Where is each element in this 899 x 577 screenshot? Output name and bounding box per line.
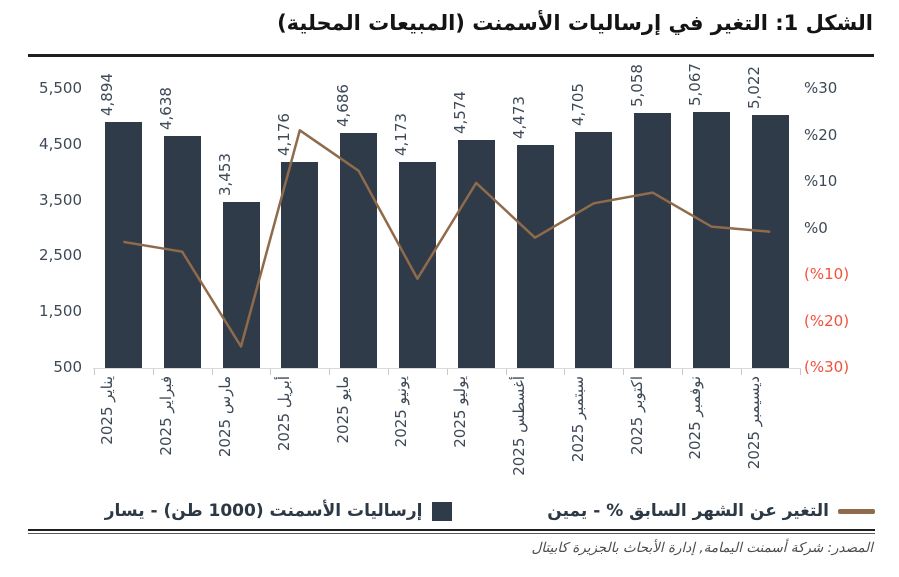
x-axis-line	[93, 368, 801, 369]
legend-line-label: التغير عن الشهر السابق % - يمين	[547, 501, 829, 521]
legend-item-shipments-bars: إرساليات الأسمنت (1000 طن) - يسار	[28, 501, 452, 521]
x-axis-tick	[388, 369, 389, 375]
right-axis-tick-label: (%10)	[804, 265, 850, 283]
x-axis-tick	[564, 369, 566, 375]
bar-value-label: 4,705	[568, 83, 587, 127]
bar-value-label: 4,686	[333, 84, 352, 128]
bar-value-label: 5,058	[627, 63, 646, 107]
bar-5	[340, 133, 378, 368]
bar-value-label: 4,574	[451, 90, 470, 134]
left-axis-tick-label: 2,500	[39, 246, 82, 265]
bar-value-label: 4,176	[274, 112, 293, 156]
left-axis-tick-label: 1,500	[39, 302, 82, 321]
x-axis-tick	[152, 369, 154, 375]
bar-11	[692, 112, 730, 368]
combo-chart: 5,500 4,500 3,500 2,500 1,500 500 %30 %20 %10 %0 (…	[0, 60, 899, 495]
footer-divider	[28, 529, 875, 534]
right-axis-tick-label: (%30)	[804, 358, 850, 376]
x-axis-category-label: ديسيمبر 2025	[745, 376, 764, 470]
x-axis-category-label: مايو 2025	[333, 376, 352, 444]
legend-bar-swatch	[431, 501, 452, 521]
chart-legend: التغير عن الشهر السابق % - يمين إرساليات…	[28, 496, 875, 526]
bar-4	[281, 161, 319, 368]
x-axis-category-label: أبريل 2025	[274, 376, 293, 452]
x-axis-category-label: سبتمبر 2025	[568, 376, 587, 463]
right-axis-tick-label: %20	[804, 125, 838, 144]
bar-12	[751, 114, 789, 368]
bar-10	[634, 112, 672, 368]
x-axis-tick	[799, 369, 801, 375]
x-axis-category-label: اكتوبر 2025	[627, 376, 646, 455]
figure-title: الشكل 1: التغير في إرساليات الأسمنت (الم…	[277, 11, 873, 35]
x-axis-category-label: يوليو 2025	[451, 376, 470, 448]
x-axis-category-label: أغسطس 2025	[510, 376, 528, 476]
bar-9	[575, 132, 613, 368]
bar-value-label: 4,638	[157, 87, 176, 131]
left-axis-tick-label: 5,500	[39, 79, 82, 97]
bar-value-label: 4,894	[98, 72, 117, 116]
legend-bar-label: إرساليات الأسمنت (1000 طن) - يسار	[104, 501, 423, 521]
bar-value-label: 5,067	[686, 63, 705, 107]
x-axis-category-label: نوفمبر 2025	[686, 376, 705, 460]
x-axis-category-label: يناير 2025	[98, 376, 117, 445]
x-axis-category-label: فبراير 2025	[157, 376, 176, 456]
left-axis-tick-label: 500	[53, 358, 82, 376]
legend-item-change-line: التغير عن الشهر السابق % - يمين	[452, 501, 875, 521]
source-note: المصدر: شركة أسمنت اليمامة, إدارة الأبحا…	[531, 540, 873, 556]
x-axis-tick	[329, 369, 331, 375]
x-axis-category-label: مارس 2025	[216, 376, 234, 458]
legend-line-swatch	[838, 508, 875, 514]
bar-value-label: 4,173	[392, 113, 411, 157]
x-axis-tick	[740, 369, 742, 375]
bar-6	[398, 162, 436, 368]
left-axis-tick-label: 3,500	[39, 190, 82, 209]
bar-1	[104, 121, 142, 368]
bar-3	[222, 202, 260, 368]
title-divider	[28, 54, 874, 57]
bar-value-label: 4,473	[510, 96, 528, 140]
x-axis-tick	[623, 369, 625, 375]
bar-value-label: 5,022	[745, 65, 764, 109]
x-axis-category-label: يونيو 2025	[392, 376, 411, 448]
right-axis-tick-label: %30	[804, 79, 838, 97]
x-axis-tick	[505, 369, 507, 375]
x-axis-tick	[94, 369, 95, 375]
x-axis-tick	[446, 369, 448, 375]
x-axis-tick	[270, 369, 272, 375]
right-axis-tick-label: %0	[804, 218, 828, 237]
right-axis-tick-label: %10	[804, 172, 838, 190]
bar-7	[457, 139, 495, 368]
x-axis-tick	[211, 369, 213, 375]
left-axis-tick-label: 4,500	[39, 134, 82, 153]
bar-2	[163, 136, 201, 368]
right-axis-tick-label: (%20)	[804, 311, 850, 330]
bar-value-label: 3,453	[216, 153, 234, 197]
x-axis-tick	[682, 369, 683, 375]
bar-8	[516, 145, 554, 368]
